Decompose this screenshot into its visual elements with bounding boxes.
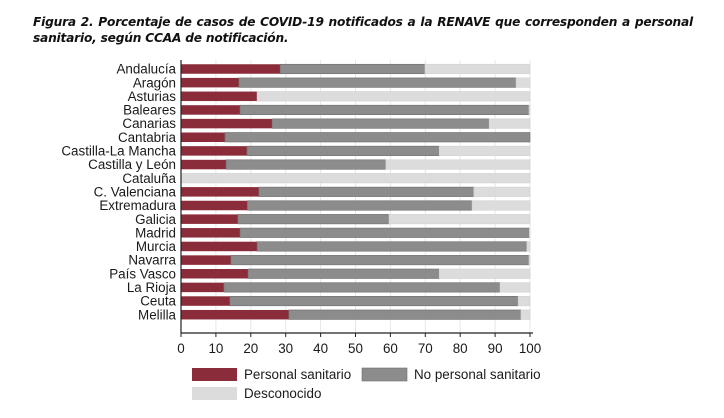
x-tick-label: 80 — [453, 341, 468, 356]
bars — [180, 63, 531, 320]
legend-swatch — [192, 368, 237, 381]
x-tick-label: 50 — [348, 341, 363, 356]
x-tick-label: 90 — [488, 341, 503, 356]
bar-segment-desconocido — [517, 295, 531, 307]
category-label: Andalucía — [116, 62, 176, 77]
bar-segment-personal-sanitario — [181, 77, 239, 88]
bar-segment-no-personal-sanitario — [225, 159, 387, 170]
bar-segment-personal-sanitario — [181, 296, 230, 306]
bar-segment-desconocido — [528, 255, 531, 266]
bar-segment-desconocido — [388, 214, 531, 225]
bar-segment-no-personal-sanitario — [247, 268, 440, 279]
bar-segment-desconocido — [520, 309, 531, 320]
bar-segment-desconocido — [180, 173, 531, 184]
category-labels: AndalucíaAragónAsturiasBalearesCanariasC… — [61, 62, 176, 323]
bar-segment-personal-sanitario — [181, 159, 227, 170]
bar-segment-personal-sanitario — [181, 241, 258, 252]
category-label: Navarra — [128, 253, 176, 268]
legend-label: No personal sanitario — [414, 367, 541, 382]
bar-segment-no-personal-sanitario — [224, 132, 531, 143]
bar-segment-personal-sanitario — [181, 228, 240, 238]
category-label: Murcia — [136, 239, 177, 254]
bar-segment-desconocido — [529, 227, 531, 238]
bar-segment-no-personal-sanitario — [238, 77, 517, 88]
bar-segment-desconocido — [471, 200, 531, 211]
x-tick-label: 60 — [383, 341, 398, 356]
legend-label: Desconocido — [244, 386, 321, 401]
bar-segment-no-personal-sanitario — [256, 241, 528, 252]
category-label: Galicia — [135, 212, 176, 227]
x-tick-label: 70 — [418, 341, 433, 356]
bar-segment-no-personal-sanitario — [239, 227, 530, 238]
x-tick-label: 20 — [243, 341, 258, 356]
bar-segment-no-personal-sanitario — [237, 214, 390, 225]
bar-segment-personal-sanitario — [181, 309, 289, 320]
x-tick-label: 100 — [519, 341, 541, 356]
category-label: Madrid — [135, 225, 176, 240]
bar-segment-desconocido — [473, 186, 531, 197]
bar-segment-personal-sanitario — [181, 64, 281, 74]
bar-segment-personal-sanitario — [181, 91, 258, 102]
bar-segment-no-personal-sanitario — [288, 309, 522, 320]
category-label: Aragón — [133, 75, 176, 90]
bar-segment-personal-sanitario — [181, 132, 225, 142]
bar-segment-personal-sanitario — [181, 187, 259, 197]
bar-segment-no-personal-sanitario — [271, 118, 490, 129]
bar-segment-desconocido — [528, 104, 531, 115]
bar-segment-desconocido — [488, 118, 531, 129]
bar-segment-desconocido — [385, 159, 531, 170]
legend: Personal sanitario No personal sanitario D… — [192, 367, 541, 401]
legend-swatch — [192, 387, 237, 400]
bar-segment-personal-sanitario — [181, 214, 238, 224]
category-label: Ceuta — [140, 294, 176, 309]
category-label: C. Valenciana — [94, 184, 177, 199]
bar-segment-no-personal-sanitario — [279, 63, 426, 75]
bar-segment-no-personal-sanitario — [258, 186, 475, 197]
category-label: Castilla-La Mancha — [61, 144, 176, 159]
bar-segment-desconocido — [526, 241, 531, 252]
figure-caption: Figura 2. Porcentaje de casos de COVID-1… — [33, 15, 693, 45]
bar-segment-personal-sanitario — [181, 118, 273, 129]
bar-segment-desconocido — [515, 77, 531, 88]
category-label: País Vasco — [109, 266, 176, 281]
bar-segment-desconocido — [438, 268, 531, 279]
bar-segment-personal-sanitario — [181, 255, 231, 265]
axes — [180, 60, 533, 334]
bar-segment-no-personal-sanitario — [223, 282, 501, 293]
bar-segment-no-personal-sanitario — [239, 104, 530, 115]
category-label: Cataluña — [122, 171, 176, 186]
bar-segment-personal-sanitario — [181, 200, 248, 211]
bar-segment-no-personal-sanitario — [230, 255, 530, 266]
category-label: Melilla — [138, 307, 177, 322]
category-label: Baleares — [123, 103, 176, 118]
category-label: Canarias — [122, 116, 176, 131]
bar-segment-personal-sanitario — [181, 146, 247, 156]
bar-segment-personal-sanitario — [181, 282, 224, 293]
bar-segment-desconocido — [256, 91, 531, 102]
category-label: Extremadura — [99, 198, 176, 213]
bar-segment-desconocido — [499, 282, 531, 293]
category-label: La Rioja — [127, 280, 177, 295]
x-tick-label: 10 — [208, 341, 223, 356]
bar-segment-personal-sanitario — [181, 269, 249, 279]
category-label: Cantabria — [118, 130, 177, 145]
category-label: Castilla y León — [88, 157, 176, 172]
legend-label: Personal sanitario — [244, 367, 351, 382]
x-tick-label: 0 — [177, 341, 184, 356]
legend-swatch — [361, 367, 408, 382]
bar-segment-desconocido — [438, 145, 531, 156]
bar-segment-personal-sanitario — [181, 105, 240, 115]
x-tick-label: 30 — [278, 341, 293, 356]
category-label: Asturias — [128, 89, 177, 104]
x-tick-label: 40 — [313, 341, 328, 356]
tick-labels: 0 10 20 30 40 50 60 70 80 90 100 — [177, 333, 541, 356]
bar-segment-no-personal-sanitario — [246, 145, 440, 156]
bar-segment-desconocido — [424, 63, 531, 75]
bar-segment-no-personal-sanitario — [229, 295, 519, 307]
bar-segment-no-personal-sanitario — [247, 200, 473, 211]
